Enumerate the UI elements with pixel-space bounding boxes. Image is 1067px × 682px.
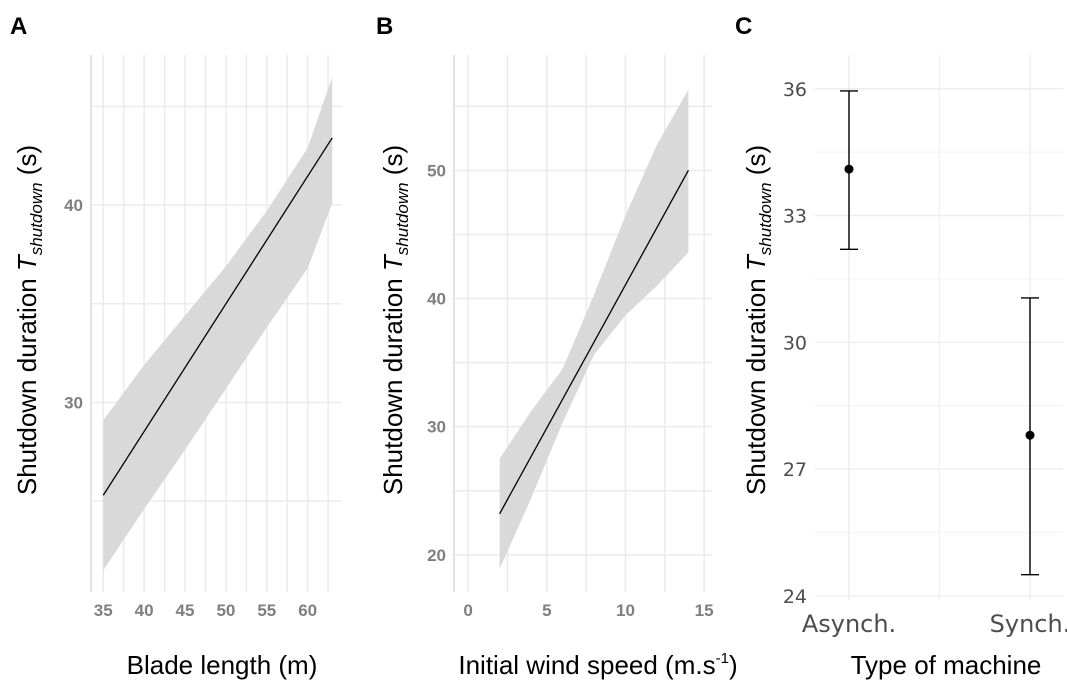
panel-c-y-tick-label: 33 [783,206,807,228]
panel-a-fit-line [102,137,333,496]
panel-b-y-tick-label: 30 [427,418,446,437]
panel-c-mean-point [844,164,854,174]
panel-b-x-axis-title: Initial wind speed (m.s-1) [458,650,737,680]
panel-c-mean-point [1025,430,1035,440]
panel-b-x-tick-label: 10 [616,601,635,620]
panel-c-x-tick-label: Synch. [990,610,1067,638]
panel-b-x-tick-label: 5 [542,601,551,620]
panel-a-x-tick-label: 35 [94,601,113,620]
panel-c-y-tick-label: 30 [783,332,807,354]
panel-b-x-tick-label: 0 [463,601,472,620]
panel-b-y-axis-title: Shutdown duration Tshutdown (s) [378,145,412,495]
panel-b-fit-line [499,170,689,515]
panel-c-x-tick-label: Asynch. [802,610,896,638]
panel-b-x-tick-label: 15 [695,601,714,620]
panel-a-y-tick-label: 40 [64,196,83,215]
panel-c-y-tick-label: 36 [783,79,807,101]
panel-label-a: A [10,13,27,40]
panel-c-y-tick-label: 27 [783,459,807,481]
panel-a-x-tick-label: 40 [135,601,154,620]
panel-a-x-tick-label: 60 [298,601,317,620]
panel-b-plot: 0 5 10 15 20 30 40 50 [427,55,714,620]
panel-a-x-tick-label: 55 [257,601,276,620]
panel-c-y-axis-title: Shutdown duration Tshutdown (s) [741,145,775,495]
panel-a-confidence-ribbon [103,76,333,571]
panel-c-plot: Asynch. Synch. 24 27 30 33 36 [783,55,1067,638]
panel-b-y-tick-label: 40 [427,290,446,309]
panel-a-x-tick-label: 45 [176,601,195,620]
panel-label-c: C [735,13,752,40]
panel-b-y-tick-label: 50 [427,161,446,180]
panel-a-x-tick-label: 50 [216,601,235,620]
panel-a-plot: 35 40 45 50 55 60 30 40 [64,55,342,620]
panel-a-x-axis-title: Blade length (m) [127,650,318,680]
panel-label-b: B [376,13,393,40]
panel-c-x-axis-title: Type of machine [851,650,1042,680]
panel-b-confidence-ribbon [499,89,689,569]
panel-a-y-axis-title: Shutdown duration Tshutdown (s) [12,145,46,495]
panel-a-y-tick-label: 30 [64,393,83,412]
panel-c-y-tick-label: 24 [783,586,807,608]
panel-b-y-tick-label: 20 [427,546,446,565]
